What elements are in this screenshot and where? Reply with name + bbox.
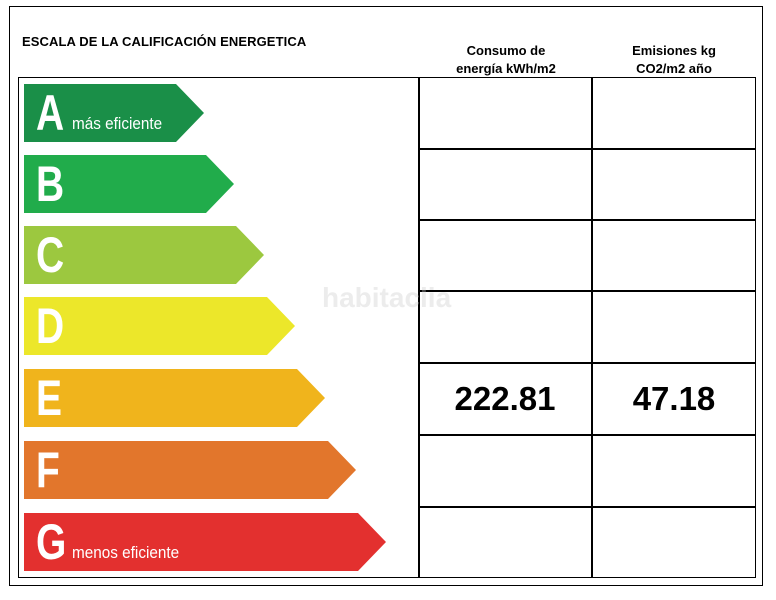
rating-bar-e: E — [24, 369, 325, 427]
emisiones-value: 47.18 — [632, 380, 716, 417]
consumo-value: 222.81 — [454, 380, 556, 417]
column-divider-1 — [418, 77, 420, 578]
column-divider-2 — [591, 77, 593, 578]
rating-letter-a: A — [36, 85, 65, 141]
consumo-header-line1: Consumo de — [466, 43, 546, 58]
rating-arrow-shape-f — [24, 441, 356, 499]
rating-arrow-shape-g — [24, 513, 386, 571]
rating-arrow-shape-e — [24, 369, 325, 427]
row-divider-3 — [418, 290, 756, 292]
rating-arrow-shape-a — [24, 84, 204, 142]
row-divider-2 — [418, 219, 756, 221]
row-divider-1 — [418, 148, 756, 150]
rating-arrow-shape-c — [24, 226, 264, 284]
row-divider-6 — [418, 506, 756, 508]
rating-arrow-shape-b — [24, 155, 234, 213]
rating-bar-c: C — [24, 226, 264, 284]
row-divider-4 — [418, 362, 756, 364]
consumo-header-line2: energía kWh/m2 — [456, 61, 556, 76]
rating-letter-b: B — [36, 156, 65, 212]
rating-letter-c: C — [36, 227, 65, 283]
row-divider-5 — [418, 434, 756, 436]
watermark: habitaclia — [322, 282, 452, 313]
scale-title: ESCALA DE LA CALIFICACIÓN ENERGETICA — [22, 34, 307, 49]
rating-letter-e: E — [36, 370, 63, 426]
emisiones-header-line2: CO2/m2 año — [636, 61, 712, 76]
rating-bar-b: B — [24, 155, 234, 213]
label-frame — [9, 6, 763, 586]
emisiones-column-header: Emisiones kg CO2/m2 año — [604, 42, 744, 78]
rating-note-a: más eficiente — [72, 114, 163, 133]
rating-arrow-shape-d — [24, 297, 295, 355]
rating-note-g: menos eficiente — [72, 543, 180, 562]
rating-table — [18, 77, 756, 578]
emisiones-header-line1: Emisiones kg — [632, 43, 716, 58]
rating-letter-g: G — [36, 514, 67, 570]
rating-bar-d: D — [24, 297, 295, 355]
consumo-column-header: Consumo de energía kWh/m2 — [436, 42, 576, 78]
rating-letter-f: F — [36, 442, 60, 498]
rating-bar-f: F — [24, 441, 356, 499]
rating-letter-d: D — [36, 298, 65, 354]
